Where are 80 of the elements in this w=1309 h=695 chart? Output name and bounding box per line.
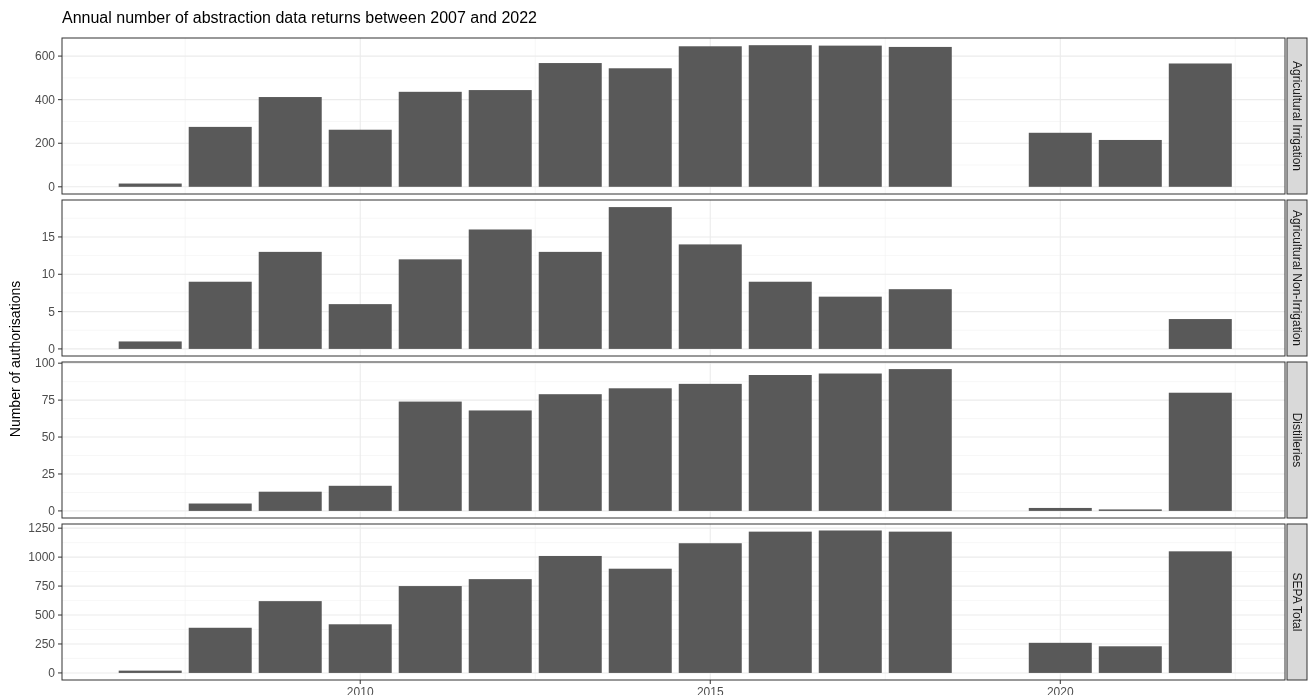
bar [538, 251, 602, 349]
bar [188, 126, 252, 187]
bar [258, 491, 322, 511]
bar [188, 627, 252, 673]
bar [328, 624, 392, 673]
bar [188, 503, 252, 511]
bar [608, 388, 672, 511]
bar [538, 394, 602, 511]
y-tick-label: 750 [34, 579, 56, 594]
y-tick-label: 250 [34, 637, 56, 652]
y-tick-label: 100 [34, 356, 56, 371]
bar [258, 251, 322, 349]
bar [468, 579, 532, 673]
text: SEPA Total [1289, 572, 1304, 632]
bar [678, 383, 742, 511]
bar [468, 90, 532, 187]
bar [818, 45, 882, 187]
bar [398, 586, 462, 673]
bar [328, 304, 392, 349]
y-tick-label: 200 [34, 136, 56, 151]
bar [1028, 132, 1092, 187]
bar [328, 129, 392, 187]
bar [748, 375, 812, 511]
y-tick-label: 1250 [28, 521, 56, 536]
y-tick-label: 75 [41, 393, 56, 408]
bar [538, 555, 602, 673]
bar [888, 369, 952, 511]
chart-title: Annual number of abstraction data returns between 2007 and 2022 [62, 9, 538, 26]
y-tick-label: 10 [41, 267, 56, 282]
bar [398, 401, 462, 511]
bar [1168, 392, 1232, 511]
bar [258, 601, 322, 673]
y-tick-label: 400 [34, 92, 56, 107]
text: Distilleries [1289, 412, 1304, 468]
bar [818, 296, 882, 349]
bar [468, 410, 532, 511]
y-tick-label: 600 [34, 49, 56, 64]
bar [1098, 139, 1162, 187]
y-tick-label: 0 [48, 504, 56, 519]
bar [608, 568, 672, 673]
y-tick-label: 1000 [28, 550, 56, 565]
y-tick-label: 500 [34, 608, 56, 623]
bar [608, 68, 672, 187]
y-tick-label: 50 [41, 430, 56, 445]
bar [748, 281, 812, 349]
y-tick-label: 0 [48, 342, 56, 357]
bar [888, 531, 952, 673]
y-tick-label: 0 [48, 180, 56, 195]
y-tick-label: 25 [41, 467, 56, 482]
bar [1028, 507, 1092, 511]
bar [608, 207, 672, 349]
bar [678, 244, 742, 349]
bar [538, 63, 602, 187]
bar [258, 97, 322, 187]
bar [398, 91, 462, 187]
bar [818, 530, 882, 673]
bar [748, 531, 812, 673]
bar [118, 341, 182, 349]
bar [328, 485, 392, 511]
bar [1098, 646, 1162, 673]
y-tick-label: 15 [41, 230, 56, 245]
bar [1168, 551, 1232, 673]
y-tick-label: 5 [48, 304, 56, 319]
bar [818, 373, 882, 511]
bar [1028, 642, 1092, 673]
bar [118, 183, 182, 187]
bar [888, 289, 952, 349]
text: Agricultural Irrigation [1289, 60, 1304, 172]
bar [188, 281, 252, 349]
bar [1168, 63, 1232, 187]
bar [678, 543, 742, 673]
bar [678, 46, 742, 187]
bar [398, 259, 462, 349]
bar [748, 45, 812, 187]
bar [888, 46, 952, 187]
bar [1168, 319, 1232, 349]
y-axis-title: Number of authorisations [7, 280, 23, 438]
y-tick-label: 0 [48, 666, 56, 681]
bar [468, 229, 532, 349]
text: Agricultural Non-Irrigation [1289, 209, 1304, 347]
